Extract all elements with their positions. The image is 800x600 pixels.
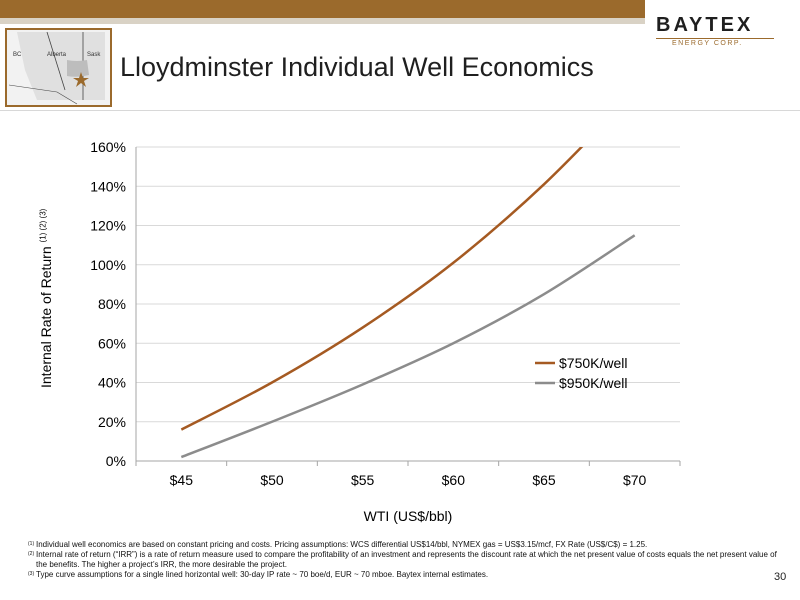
y-tick-label: 160% bbox=[90, 139, 126, 155]
logo-wordmark: BAYTEX bbox=[656, 14, 754, 36]
x-tick-label: $45 bbox=[170, 472, 194, 488]
x-tick-label: $65 bbox=[532, 472, 556, 488]
y-tick-label: 120% bbox=[90, 218, 126, 234]
legend-label: $750K/well bbox=[559, 355, 628, 371]
legend-label: $950K/well bbox=[559, 375, 628, 391]
page-title: Lloydminster Individual Well Economics bbox=[120, 52, 594, 82]
header-divider bbox=[0, 110, 800, 111]
irr-chart-svg: 0% 20% 40% 60% 80% 100% 120% 140% 160% $45 $50 $55 $… bbox=[90, 139, 681, 524]
footnote-3-mark: (3) bbox=[28, 571, 35, 577]
x-tick-label: $60 bbox=[442, 472, 466, 488]
map-label-sask: Sask bbox=[87, 52, 101, 58]
x-axis-title: WTI (US$/bbl) bbox=[364, 508, 453, 524]
series-950k-line bbox=[180, 234, 636, 459]
footnotes: (1) Individual well economics are based … bbox=[28, 540, 788, 580]
footnote-2: (2) Internal rate of return (“IRR”) is a… bbox=[28, 550, 788, 570]
x-tick-label: $50 bbox=[260, 472, 284, 488]
map-graphic bbox=[8, 31, 105, 105]
legend-item-750k: $750K/well bbox=[535, 355, 628, 371]
y-tick-label: 40% bbox=[98, 375, 126, 391]
footnote-1-text: Individual well economics are based on c… bbox=[36, 540, 648, 549]
irr-chart: 0% 20% 40% 60% 80% 100% 120% 140% 160% $45 $50 $55 $… bbox=[0, 120, 800, 540]
company-logo: BAYTEX ENERGY CORP. bbox=[650, 10, 775, 50]
y-tick-label: 60% bbox=[98, 335, 126, 351]
y-tick-label: 0% bbox=[106, 453, 126, 469]
map-label-bc: BC bbox=[13, 52, 22, 58]
y-tick-label: 100% bbox=[90, 257, 126, 273]
footnote-1-mark: (1) bbox=[28, 541, 35, 547]
y-tick-label: 20% bbox=[98, 414, 126, 430]
footnote-3: (3) Type curve assumptions for a single … bbox=[28, 570, 788, 580]
region-map: BC Alberta Sask bbox=[5, 28, 112, 107]
header-bar bbox=[0, 0, 645, 18]
footnote-2-text: Internal rate of return (“IRR”) is a rat… bbox=[36, 550, 777, 569]
footnote-1: (1) Individual well economics are based … bbox=[28, 540, 788, 550]
y-axis-title-text: Internal Rate of Return bbox=[38, 246, 54, 388]
header-bar-accent bbox=[0, 18, 645, 24]
footnote-2-mark: (2) bbox=[28, 551, 35, 557]
footnote-3-text: Type curve assumptions for a single line… bbox=[36, 570, 489, 579]
y-axis-title: Internal Rate of Return (1) (2) (3) bbox=[38, 209, 54, 388]
x-tick-label: $70 bbox=[623, 472, 647, 488]
y-axis-title-footnote-refs: (1) (2) (3) bbox=[38, 208, 48, 243]
legend-item-950k: $950K/well bbox=[535, 375, 628, 391]
logo-subtext: ENERGY CORP. bbox=[672, 40, 743, 47]
series-750k-line bbox=[180, 147, 584, 431]
logo-underline bbox=[656, 38, 774, 39]
location-star-icon bbox=[73, 72, 89, 87]
x-tick-label: $55 bbox=[351, 472, 375, 488]
page-number: 30 bbox=[774, 571, 787, 583]
y-tick-label: 80% bbox=[98, 296, 126, 312]
map-label-alberta: Alberta bbox=[47, 52, 67, 58]
y-tick-label: 140% bbox=[90, 178, 126, 194]
